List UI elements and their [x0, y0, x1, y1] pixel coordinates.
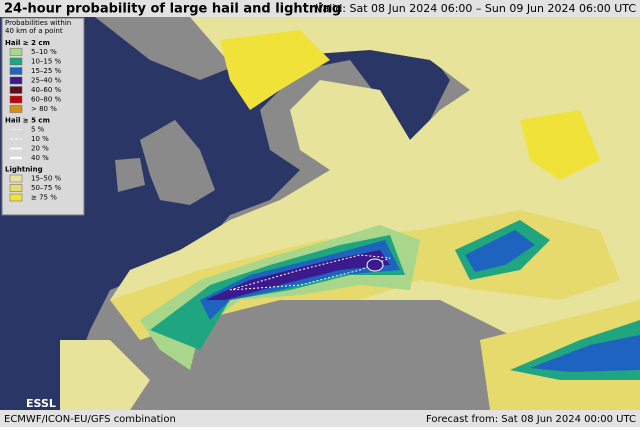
header-bar — [0, 0, 640, 17]
legend-label: 15–50 % — [31, 175, 62, 183]
legend-label: 5–10 % — [31, 48, 57, 56]
legend-section-title: Hail ≥ 2 cm — [5, 39, 50, 47]
legend-swatch — [9, 174, 23, 183]
legend-label: 5 % — [31, 126, 45, 134]
legend-section-title: Lightning — [5, 166, 43, 174]
logo: ESSL — [26, 397, 56, 410]
legend-swatch — [9, 86, 23, 94]
footer-right: Forecast from: Sat 08 Jun 2024 00:00 UTC — [426, 414, 636, 425]
legend-label: 20 % — [31, 145, 49, 153]
legend-swatch — [9, 67, 23, 75]
legend-label: ≥ 75 % — [31, 194, 57, 202]
legend-label: 15–25 % — [31, 67, 62, 75]
hail-areas — [140, 220, 640, 380]
legend-swatch — [9, 95, 23, 104]
footer-bar — [0, 410, 640, 427]
legend-title: Probabilities within — [5, 19, 71, 27]
legend-swatch — [9, 193, 23, 202]
legend-swatch — [9, 105, 23, 113]
legend-label: 60–80 % — [31, 96, 62, 104]
legend-label: 25–40 % — [31, 77, 62, 85]
legend-label: 40–60 % — [31, 86, 62, 94]
legend-title: 40 km of a point — [5, 27, 63, 35]
legend-label: 50–75 % — [31, 184, 62, 192]
legend-label: 10–15 % — [31, 58, 62, 66]
legend-section-title: Hail ≥ 5 cm — [5, 117, 50, 125]
legend-swatch — [9, 57, 23, 66]
footer-left: ECMWF/ICON-EU/GFS combination — [4, 414, 176, 425]
valid-time: Valid: Sat 08 Jun 2024 06:00 – Sun 09 Ju… — [316, 2, 637, 15]
legend-label: > 80 % — [31, 105, 57, 113]
title: 24-hour probability of large hail and li… — [4, 2, 341, 17]
legend-label: 10 % — [31, 135, 49, 143]
legend-swatch — [9, 76, 23, 85]
legend-label: 40 % — [31, 154, 49, 162]
legend-swatch — [9, 48, 23, 56]
legend-swatch — [9, 184, 23, 192]
